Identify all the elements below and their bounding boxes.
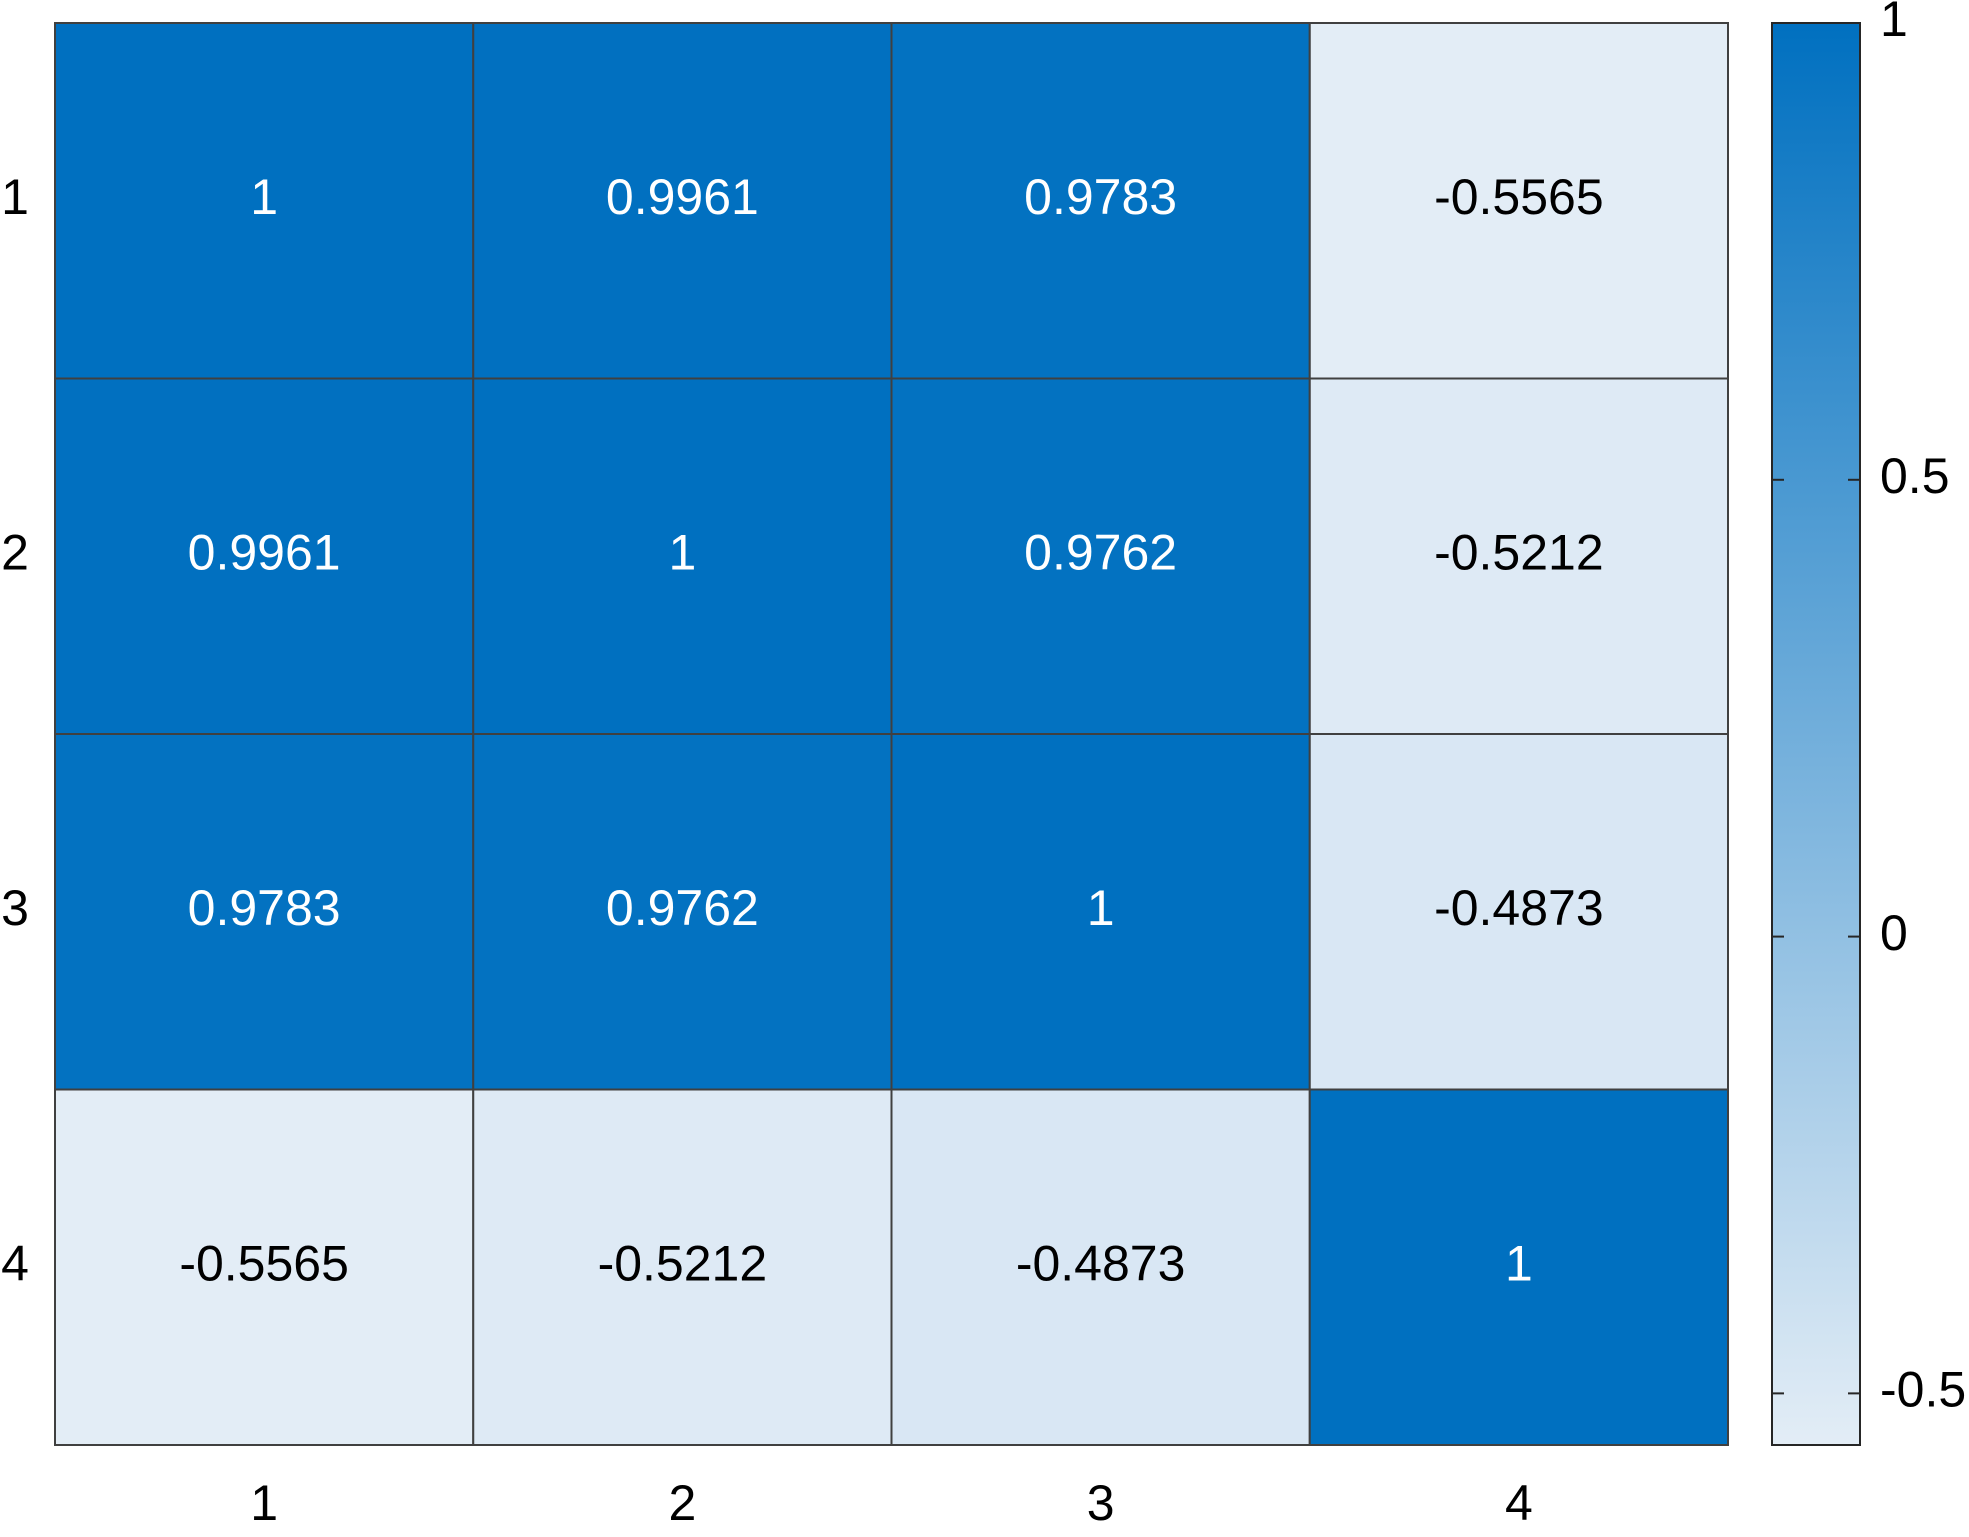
colorbar-tick-label: 0: [1880, 905, 1908, 961]
y-tick-label: 4: [1, 1235, 29, 1291]
x-tick-label: 3: [1087, 1475, 1115, 1531]
cell-label: -0.5212: [1434, 524, 1604, 580]
cell-label: 0.9783: [1024, 169, 1177, 225]
cell: [472, 377, 893, 735]
cell: [890, 22, 1311, 380]
colorbar-tick-label: -0.5: [1880, 1362, 1966, 1418]
cell-label: 0.9961: [188, 524, 341, 580]
cell: [54, 377, 475, 735]
cell-label: -0.4873: [1434, 880, 1604, 936]
cell-label: -0.4873: [1016, 1235, 1186, 1291]
x-tick-label: 2: [668, 1475, 696, 1531]
y-tick-label: 2: [1, 524, 29, 580]
colorbar-tick-label: 1: [1880, 0, 1908, 47]
cell-label: 0.9961: [606, 169, 759, 225]
y-tick-label: 3: [1, 880, 29, 936]
cell: [1308, 377, 1729, 735]
x-tick-label: 4: [1505, 1475, 1533, 1531]
cell-label: -0.5565: [1434, 169, 1604, 225]
cell-label: 0.9762: [606, 880, 759, 936]
x-tick-label: 1: [250, 1475, 278, 1531]
colorbar-tick-label: 0.5: [1880, 448, 1950, 504]
cell: [472, 733, 893, 1091]
y-tick-label: 1: [1, 169, 29, 225]
cell-label: -0.5212: [598, 1235, 768, 1291]
cell: [1308, 22, 1729, 380]
colorbar: [1771, 22, 1861, 1446]
cell-label: 1: [250, 169, 278, 225]
cell-label: 1: [1505, 1235, 1533, 1291]
cell-label: 0.9783: [188, 880, 341, 936]
cell-label: 0.9762: [1024, 524, 1177, 580]
cell-label: 1: [668, 524, 696, 580]
cell: [890, 1088, 1311, 1446]
cell: [54, 1088, 475, 1446]
cell-label: -0.5565: [179, 1235, 349, 1291]
cell: [472, 22, 893, 380]
cell: [890, 377, 1311, 735]
cell: [1308, 733, 1729, 1091]
cell: [472, 1088, 893, 1446]
cell: [1308, 1088, 1729, 1446]
cell-label: 1: [1087, 880, 1115, 936]
cell: [54, 22, 475, 380]
